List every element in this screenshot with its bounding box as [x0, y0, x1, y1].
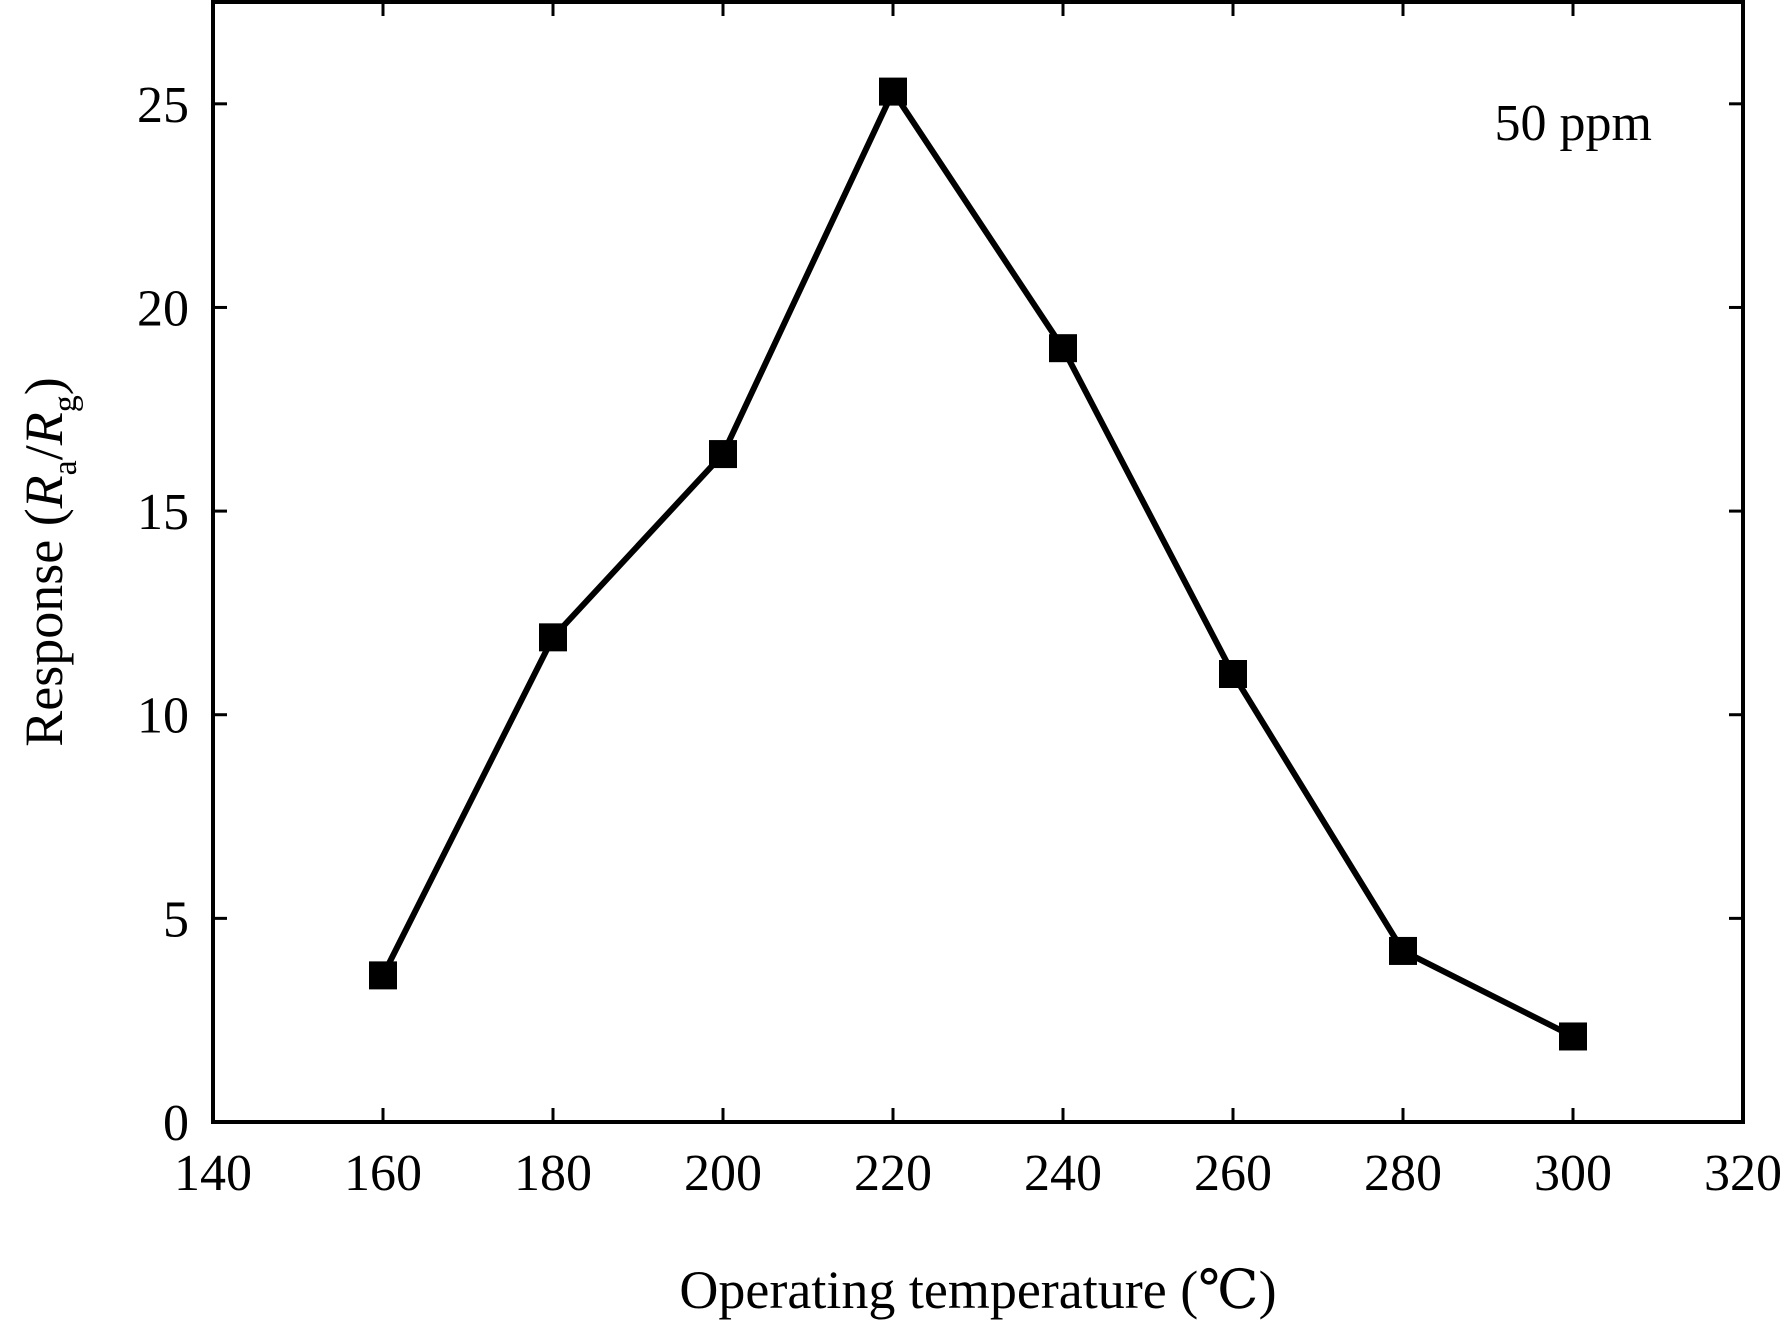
- y-title-r2: R: [14, 412, 74, 446]
- x-tick-label: 260: [1194, 1145, 1272, 1202]
- x-tick-label: 180: [514, 1145, 592, 1202]
- data-point-marker: [369, 961, 397, 990]
- data-point-marker: [1219, 660, 1247, 688]
- data-point-marker: [1049, 334, 1077, 363]
- x-tick-label: 320: [1704, 1145, 1782, 1202]
- y-tick-label: 5: [163, 891, 189, 948]
- y-title-suffix: ): [14, 377, 74, 395]
- data-point-marker: [709, 440, 737, 469]
- y-tick-label: 20: [137, 280, 189, 337]
- y-title-sub1: a: [47, 460, 84, 475]
- series-line-layer: [380, 85, 1575, 1040]
- series-line: [380, 85, 1575, 1040]
- data-point-marker: [539, 623, 567, 652]
- concentration-annotation: 50 ppm: [1495, 95, 1652, 152]
- y-tick-label: 25: [137, 77, 189, 134]
- x-tick-label: 220: [854, 1145, 932, 1202]
- x-tick-label: 300: [1534, 1145, 1612, 1202]
- data-point-marker: [1559, 1022, 1587, 1051]
- y-title-sub2: g: [47, 395, 84, 412]
- x-tick-label: 140: [174, 1145, 252, 1202]
- data-point-marker: [1389, 936, 1417, 965]
- x-tick-label: 200: [684, 1145, 762, 1202]
- x-tick-label: 160: [344, 1145, 422, 1202]
- y-title-r1: R: [14, 475, 74, 509]
- y-tick-label: 0: [163, 1095, 189, 1152]
- x-tick-labels: 140 160 180 200 220 240 260 280 300 320: [174, 1145, 1782, 1202]
- plot-frame: [211, 0, 1745, 1124]
- series-markers: [369, 77, 1587, 1051]
- y-tick-labels: 0 5 10 15 20 25: [137, 77, 189, 1152]
- data-point-marker: [879, 77, 907, 106]
- y-axis-title: Response (Ra/Rg): [14, 377, 84, 747]
- y-title-slash: /: [14, 445, 74, 460]
- y-tick-label: 15: [137, 484, 189, 541]
- x-tick-label: 280: [1364, 1145, 1442, 1202]
- y-title-prefix: Response (: [14, 508, 74, 746]
- x-axis-title: Operating temperature (℃): [679, 1260, 1276, 1320]
- y-tick-label: 10: [137, 688, 189, 745]
- x-tick-label: 240: [1024, 1145, 1102, 1202]
- axis-ticks: [211, 2, 1745, 1124]
